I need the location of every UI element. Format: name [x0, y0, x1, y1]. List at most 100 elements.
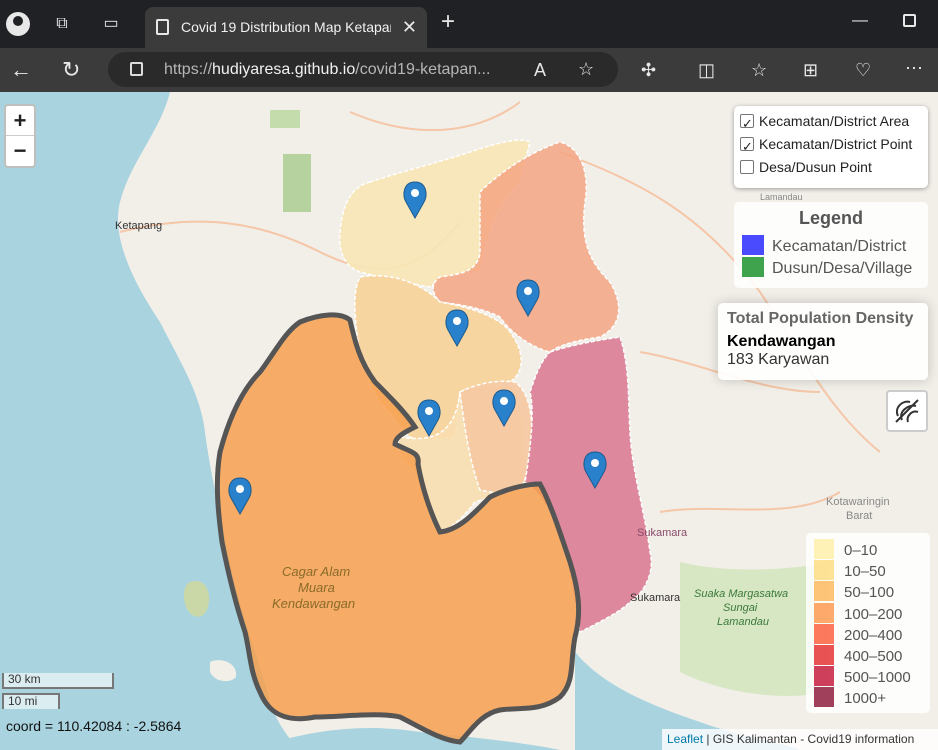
minimize-icon[interactable]: —	[852, 12, 868, 29]
legend-item: Dusun/Desa/Village	[742, 257, 920, 279]
coordinate-readout: coord = 110.42084 : -2.5864	[6, 718, 182, 734]
lock-icon[interactable]	[130, 62, 143, 76]
sea-area-east	[575, 652, 800, 750]
tab-title: Covid 19 Distribution Map Ketapang	[181, 19, 391, 35]
map-svg	[0, 92, 881, 750]
map-canvas[interactable]: Ketapang Cagar Alam Muara Kendawangan Su…	[0, 92, 938, 750]
district-kendawangan[interactable]	[214, 312, 582, 745]
collections-icon[interactable]: ⊞	[803, 60, 819, 80]
page-icon	[156, 19, 169, 35]
back-icon[interactable]: ←	[10, 57, 32, 82]
leaflet-link[interactable]: Leaflet	[667, 732, 704, 746]
close-tab-icon[interactable]: ✕	[401, 17, 417, 37]
place-label-ketapang: Ketapang	[115, 220, 163, 232]
density-label: 200–400	[844, 626, 903, 644]
info-value: 183 Karyawan	[727, 351, 830, 368]
address-field[interactable]: https://hudiyaresa.github.io/covid19-ket…	[108, 52, 618, 87]
attribution: Leaflet | GIS Kalimantan - Covid19 infor…	[662, 729, 938, 750]
density-label: 50–100	[844, 584, 895, 602]
favorites-icon[interactable]: ☆	[751, 60, 768, 80]
density-item: 400–500	[814, 644, 922, 666]
density-swatch	[814, 687, 834, 708]
tab-actions-icon[interactable]: ▭	[103, 15, 119, 32]
place-label-sungai: Sungai	[723, 602, 758, 614]
island	[183, 581, 210, 617]
maximize-icon[interactable]	[903, 14, 916, 27]
place-label-suaka: Suaka Margasatwa	[694, 588, 789, 600]
favorite-star-icon[interactable]: ☆	[578, 59, 595, 79]
legend-panel: Legend Kecamatan/District Dusun/Desa/Vil…	[734, 202, 928, 288]
checkbox[interactable]	[740, 112, 754, 135]
layer-label: Kecamatan/District Area	[759, 113, 910, 129]
road	[349, 101, 521, 132]
density-swatch	[814, 623, 834, 644]
map-markers[interactable]	[228, 181, 607, 516]
zoom-out-button[interactable]: −	[13, 138, 27, 163]
legend-swatch	[742, 257, 764, 277]
layer-label: Desa/Dusun Point	[759, 159, 872, 175]
density-item: 100–200	[814, 602, 922, 624]
density-label: 10–50	[844, 563, 886, 581]
layer-toggle-district-point[interactable]: Kecamatan/District Point	[740, 133, 922, 158]
legend-item: Kecamatan/District	[742, 235, 920, 257]
layer-toggle-desa-point[interactable]: Desa/Dusun Point	[740, 156, 922, 179]
place-label-kotawaringin: Kotawaringin	[826, 496, 890, 508]
split-screen-icon[interactable]: ◫	[698, 60, 716, 80]
place-label-lamandau-north: Lamandau	[760, 192, 803, 202]
sea-area	[0, 92, 300, 750]
place-label-sukamara: Sukamara	[637, 527, 688, 539]
checkbox[interactable]	[740, 160, 754, 174]
refresh-icon[interactable]: ↻	[62, 57, 81, 82]
ruler-icon	[895, 399, 919, 423]
zoom-in-button[interactable]: +	[6, 106, 34, 136]
forest-patch	[270, 110, 300, 128]
new-tab-button[interactable]: +	[441, 8, 456, 35]
address-bar-row: ← ↻ https://hudiyaresa.github.io/covid19…	[0, 48, 938, 92]
road	[659, 491, 841, 513]
forest-patch	[680, 562, 830, 696]
density-swatch	[814, 666, 834, 687]
layer-label: Kecamatan/District Point	[759, 136, 913, 152]
legend-label: Kecamatan/District	[772, 238, 907, 255]
density-item: 50–100	[814, 581, 922, 602]
extensions-icon[interactable]: ✣	[641, 60, 657, 80]
density-swatch	[814, 581, 834, 602]
browser-tab[interactable]: Covid 19 Distribution Map Ketapang ✕	[145, 7, 427, 48]
density-label: 1000+	[844, 690, 887, 708]
sea-area-south	[250, 728, 560, 750]
density-item: 200–400	[814, 623, 922, 645]
legend-swatch	[742, 235, 764, 255]
layer-control: Kecamatan/District Area Kecamatan/Distri…	[734, 106, 928, 188]
place-label-lamandau: Lamandau	[717, 616, 769, 628]
place-label-cagar: Cagar Alam	[282, 564, 351, 579]
scale-bar-km: 30 km	[2, 673, 114, 689]
layer-toggle-district-area[interactable]: Kecamatan/District Area	[740, 110, 922, 135]
profile-icon[interactable]	[6, 12, 30, 36]
browser-tab-bar: ⧉ ▭ Covid 19 Distribution Map Ketapang ✕…	[0, 0, 938, 48]
settings-more-icon[interactable]: ⋯	[905, 58, 923, 78]
road	[559, 151, 881, 453]
checkbox[interactable]	[740, 135, 754, 158]
place-label-muara: Muara	[298, 580, 335, 595]
density-label: 0–10	[844, 542, 878, 559]
measure-tool-button[interactable]	[886, 390, 928, 432]
info-panel: Total Population Density Kendawangan 183…	[718, 303, 928, 380]
island-small	[210, 660, 237, 682]
place-label-barat: Barat	[846, 510, 873, 522]
forest-patch	[283, 154, 311, 212]
density-swatch	[814, 602, 834, 623]
district-east[interactable]	[524, 336, 652, 634]
read-aloud-icon[interactable]: A	[534, 60, 547, 80]
zoom-control: + −	[4, 104, 36, 168]
info-district-name: Kendawangan	[727, 333, 836, 350]
density-swatch	[814, 644, 834, 665]
district-northeast[interactable]	[432, 141, 620, 353]
density-item: 0–10	[814, 539, 922, 560]
place-label-sukamara-town: Sukamara	[630, 592, 681, 604]
workspaces-icon[interactable]: ⧉	[56, 15, 68, 32]
density-item: 500–1000	[814, 666, 922, 687]
attribution-text: | GIS Kalimantan - Covid19 information	[703, 732, 915, 746]
density-swatch	[814, 539, 834, 559]
density-item: 1000+	[814, 687, 922, 708]
browser-essentials-icon[interactable]: ♡	[855, 60, 872, 80]
